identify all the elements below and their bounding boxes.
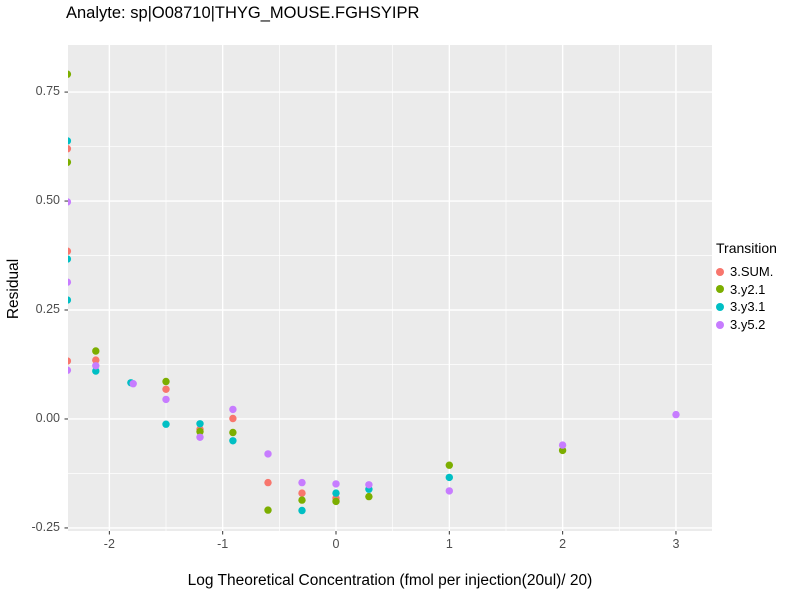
scatter-point-3.y5.2 [162, 395, 170, 404]
legend-item-label: 3.y2.1 [730, 281, 766, 297]
scatter-point-3.y2.1 [298, 496, 306, 504]
scatter-point-3.SUM. [162, 385, 170, 393]
legend-dot-icon [716, 302, 724, 311]
scatter-point-3.y5.2 [68, 278, 72, 286]
x-tick-label: 2 [559, 537, 567, 551]
scatter-point-3.y3.1 [92, 367, 100, 375]
scatter-point-3.y5.2 [672, 410, 680, 419]
scatter-point-3.y3.1 [68, 137, 72, 145]
scatter-point-3.y3.1 [298, 506, 306, 515]
scatter-point-3.y2.1 [92, 347, 100, 355]
scatter-point-3.y3.1 [196, 420, 204, 428]
panel-background [68, 45, 712, 531]
legend-item-3.y5.2: 3.y5.2 [716, 316, 777, 334]
scatter-point-3.y5.2 [229, 405, 237, 414]
y-tick-label: -0.25 [31, 519, 61, 534]
scatter-point-3.y2.1 [332, 497, 340, 506]
scatter-point-3.y2.1 [68, 70, 72, 78]
scatter-point-3.y5.2 [68, 198, 72, 206]
x-axis-label: Log Theoretical Concentration (fmol per … [187, 572, 593, 589]
scatter-point-3.y5.2 [558, 441, 567, 449]
plot-title: Analyte: sp|O08710|THYG_MOUSE.FGHSYIPR [66, 4, 420, 22]
scatter-point-3.y5.2 [264, 450, 272, 458]
scatter-point-3.SUM. [264, 478, 272, 487]
legend-item-3.y3.1: 3.y3.1 [716, 298, 777, 316]
scatter-point-3.y5.2 [129, 380, 137, 388]
scatter-point-3.y2.1 [365, 492, 373, 501]
scatter-point-3.y2.1 [68, 158, 72, 166]
scatter-point-3.SUM. [92, 356, 100, 364]
scatter-point-3.y5.2 [365, 481, 373, 489]
legend-items: 3.SUM. 3.y2.1 3.y3.1 3.y5.2 [716, 263, 777, 333]
legend-item-label: 3.SUM. [730, 264, 774, 280]
scatter-point-3.y3.1 [332, 489, 340, 497]
scatter-point-3.y3.1 [229, 437, 237, 445]
x-tick-label: -2 [103, 537, 115, 551]
scatter-point-3.y5.2 [298, 478, 306, 487]
y-tick-label: 0.00 [35, 410, 60, 425]
x-tick-label: 3 [672, 537, 680, 551]
scatter-point-3.y2.1 [229, 428, 237, 437]
scatter-point-3.y2.1 [558, 446, 567, 455]
legend: Transition 3.SUM. 3.y2.1 3.y3.1 3.y5.2 [716, 240, 777, 333]
scatter-point-3.y3.1 [162, 420, 170, 428]
x-tick-label: 0 [332, 537, 340, 551]
scatter-point-3.SUM. [229, 414, 237, 423]
scatter-point-3.SUM. [68, 145, 72, 153]
legend-item-label: 3.y3.1 [730, 299, 766, 315]
scatter-point-3.y3.1 [68, 296, 72, 304]
legend-title: Transition [716, 240, 777, 256]
data-points [68, 70, 680, 515]
scatter-point-3.y5.2 [196, 433, 204, 441]
scatter-point-3.y5.2 [92, 362, 100, 370]
y-tick-label: 0.75 [35, 84, 60, 99]
scatter-point-3.y5.2 [445, 487, 453, 495]
scatter-point-3.y3.1 [445, 473, 453, 482]
legend-dot-icon [716, 285, 724, 294]
legend-item-label: 3.y5.2 [730, 317, 766, 333]
scatter-point-3.y2.1 [445, 461, 453, 469]
scatter-point-3.SUM. [298, 489, 306, 497]
x-tick-label: 1 [445, 537, 453, 551]
legend-item-3.SUM.: 3.SUM. [716, 263, 777, 281]
scatter-point-3.y2.1 [162, 377, 170, 386]
scatter-point-3.y2.1 [196, 427, 204, 436]
legend-dot-icon [716, 320, 724, 329]
y-tick-label: 0.25 [35, 302, 60, 316]
legend-dot-icon [716, 267, 724, 276]
scatter-point-3.SUM. [68, 357, 72, 365]
scatter-point-3.y5.2 [332, 480, 340, 488]
scatter-point-3.y3.1 [68, 255, 72, 263]
x-tick-label: -1 [217, 537, 229, 551]
y-tick-label: 0.50 [35, 193, 60, 208]
scatter-point-3.SUM. [68, 247, 72, 255]
scatter-point-3.y2.1 [264, 506, 272, 514]
legend-item-3.y2.1: 3.y2.1 [716, 281, 777, 299]
scatter-point-3.y5.2 [68, 366, 72, 374]
